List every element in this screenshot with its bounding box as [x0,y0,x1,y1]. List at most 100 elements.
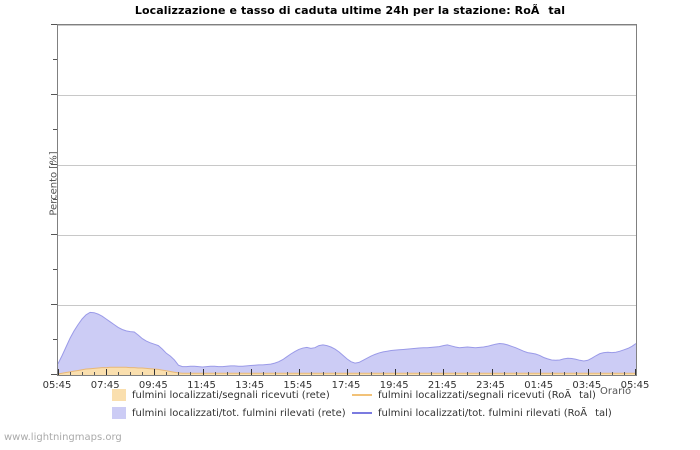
x-tick-minor [334,372,336,375]
watermark: www.lightningmaps.org [4,432,122,443]
legend-item-0[interactable]: fulmini localizzati/segnali ricevuti (re… [112,386,330,404]
x-tick-minor [611,372,613,375]
x-tick-minor [214,372,216,375]
x-tick [298,369,300,375]
x-tick-label: 09:45 [138,380,168,391]
legend-line-icon [352,412,372,414]
legend-label: fulmini localizzati/tot. fulmini rilevat… [132,407,346,419]
y-tick-minor [53,59,57,60]
x-tick-minor [178,372,180,375]
x-tick-label: 23:45 [476,380,505,391]
legend-item-1[interactable]: fulmini localizzati/segnali ricevuti (Ro… [352,386,596,404]
y-tick [51,374,57,375]
series-line [58,311,636,368]
y-tick-minor [53,269,57,270]
x-tick [635,369,636,375]
legend-item-2[interactable]: fulmini localizzati/tot. fulmini rilevat… [112,404,346,422]
y-tick [51,304,57,305]
x-tick-minor [419,372,421,375]
x-tick-label: 07:45 [90,380,120,391]
x-tick-label: 11:45 [187,380,216,391]
legend-line-icon [352,394,372,396]
legend-swatch-icon [112,407,126,419]
x-tick-label: 05:45 [42,380,72,391]
x-tick [443,369,445,375]
x-axis-label: Orario [600,386,632,397]
y-tick-minor [53,339,57,340]
x-tick-minor [190,372,192,375]
gridline [58,25,636,26]
y-tick-minor [53,129,57,130]
x-tick-minor [94,372,96,375]
plot-inner [58,25,636,375]
x-tick-minor [238,372,240,375]
x-tick [106,369,108,375]
x-tick-minor [623,372,625,375]
x-tick-minor [407,372,409,375]
x-tick-minor [383,372,385,375]
x-tick [154,369,156,375]
chart-title: Localizzazione e tasso di caduta ultime … [134,4,566,17]
x-tick-minor [274,372,276,375]
legend-row-2: fulmini localizzati/tot. fulmini rilevat… [0,404,700,422]
x-tick [202,369,204,375]
x-tick-minor [479,372,481,375]
x-tick-minor [310,372,312,375]
y-tick [51,24,57,25]
x-tick-label: 21:45 [427,380,457,391]
x-tick-minor [515,372,517,375]
x-tick-label: 01:45 [524,380,554,391]
gridline [58,305,636,306]
x-tick-minor [527,372,529,375]
x-tick-label: 13:45 [235,380,265,391]
x-tick-minor [575,372,577,375]
x-tick-minor [286,372,288,375]
x-tick-minor [467,372,469,375]
gridline [58,95,636,96]
legend-label: fulmini localizzati/tot. fulmini rilevat… [378,407,612,419]
x-tick-minor [551,372,553,375]
series-area [58,312,636,375]
x-tick-minor [431,372,433,375]
x-tick-minor [262,372,264,375]
x-tick-minor [82,372,84,375]
x-tick-minor [359,372,361,375]
x-tick [587,369,589,375]
legend-item-3[interactable]: fulmini localizzati/tot. fulmini rilevat… [352,404,612,422]
x-tick-minor [322,372,324,375]
x-tick-minor [563,372,565,375]
legend-label: fulmini localizzati/segnali ricevuti (re… [132,389,330,401]
x-tick [347,369,348,375]
x-tick-minor [599,372,601,375]
x-tick-minor [142,372,144,375]
series-svg [58,311,636,375]
x-tick-minor [226,372,228,375]
x-tick-label: 03:45 [572,380,602,391]
gridline [58,235,636,236]
x-tick-label: 17:45 [331,380,361,391]
y-tick [51,164,57,165]
plot-area [57,24,637,376]
x-tick-minor [166,372,168,375]
x-tick [491,369,493,375]
legend-swatch-icon [112,389,126,401]
y-tick-minor [53,199,57,200]
x-tick-minor [70,372,72,375]
legend-label: fulmini localizzati/segnali ricevuti (Ro… [378,389,596,401]
x-tick-minor [503,372,505,375]
x-tick-minor [130,372,132,375]
x-tick [250,369,252,375]
x-tick [395,369,397,375]
gridline [58,165,636,166]
legend-row-1: fulmini localizzati/segnali ricevuti (re… [0,386,700,404]
y-tick [51,234,57,235]
legend: fulmini localizzati/segnali ricevuti (re… [0,386,700,426]
y-tick [51,94,57,95]
x-tick-minor [118,372,120,375]
x-tick-label: 19:45 [379,380,409,391]
x-tick-label: 15:45 [283,380,313,391]
x-tick-label: 05:45 [620,380,650,391]
x-tick-minor [455,372,457,375]
x-tick-minor [371,372,373,375]
